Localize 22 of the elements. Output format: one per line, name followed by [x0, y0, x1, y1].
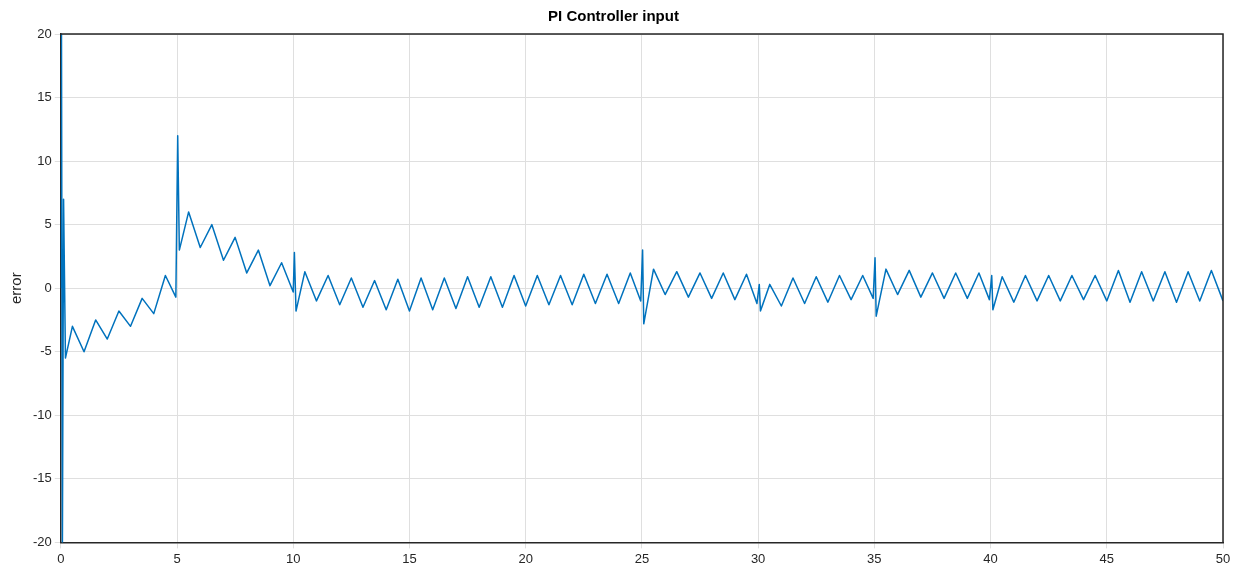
x-tick-label: 10 [286, 550, 301, 566]
x-tick-label: 45 [1099, 550, 1115, 566]
y-axis-title: error [7, 272, 25, 305]
y-tick-label: 15 [37, 89, 52, 105]
y-tick-label: 10 [37, 152, 52, 168]
y-tick-label: -20 [32, 533, 52, 549]
x-tick-label: 25 [634, 550, 650, 566]
y-tick-label: -5 [40, 343, 52, 359]
x-tick-label: 30 [750, 550, 766, 566]
y-tick-label: -10 [32, 406, 52, 422]
x-tick-label: 50 [1215, 550, 1231, 566]
x-tick-label: 15 [402, 550, 417, 566]
x-tick-label: 5 [173, 550, 181, 566]
x-tick-label: 35 [867, 550, 882, 566]
chart-title: PI Controller input [548, 7, 679, 25]
y-tick-label: 0 [44, 279, 52, 295]
y-tick-label: 5 [44, 216, 52, 232]
x-tick-label: 0 [57, 550, 65, 566]
y-tick-label: -15 [32, 470, 52, 486]
y-tick-label: 20 [37, 25, 52, 41]
x-tick-label: 40 [983, 550, 998, 566]
x-tick-label: 20 [518, 550, 533, 566]
